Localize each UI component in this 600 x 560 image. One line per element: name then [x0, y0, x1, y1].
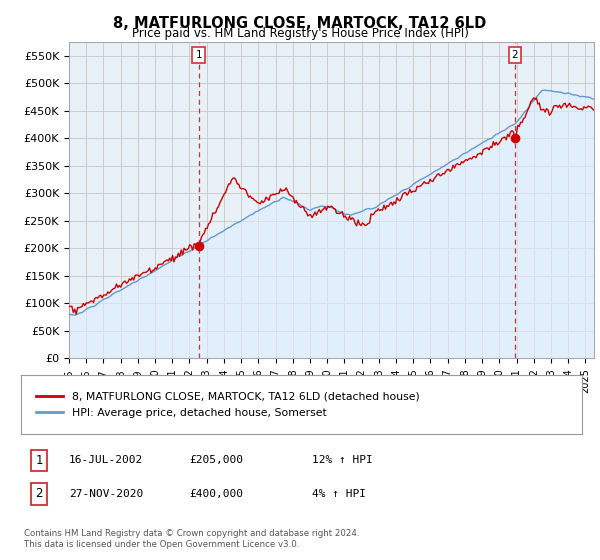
Text: Price paid vs. HM Land Registry's House Price Index (HPI): Price paid vs. HM Land Registry's House … [131, 27, 469, 40]
Text: 4% ↑ HPI: 4% ↑ HPI [312, 489, 366, 499]
Text: 27-NOV-2020: 27-NOV-2020 [69, 489, 143, 499]
Text: Contains HM Land Registry data © Crown copyright and database right 2024.
This d: Contains HM Land Registry data © Crown c… [24, 529, 359, 549]
Text: £400,000: £400,000 [189, 489, 243, 499]
Text: 8, MATFURLONG CLOSE, MARTOCK, TA12 6LD: 8, MATFURLONG CLOSE, MARTOCK, TA12 6LD [113, 16, 487, 31]
Legend: 8, MATFURLONG CLOSE, MARTOCK, TA12 6LD (detached house), HPI: Average price, det: 8, MATFURLONG CLOSE, MARTOCK, TA12 6LD (… [32, 387, 424, 422]
Text: 1: 1 [196, 50, 202, 60]
Text: £205,000: £205,000 [189, 455, 243, 465]
Text: 1: 1 [35, 454, 43, 467]
Text: 16-JUL-2002: 16-JUL-2002 [69, 455, 143, 465]
Text: 2: 2 [35, 487, 43, 501]
Text: 2: 2 [512, 50, 518, 60]
Text: 12% ↑ HPI: 12% ↑ HPI [312, 455, 373, 465]
